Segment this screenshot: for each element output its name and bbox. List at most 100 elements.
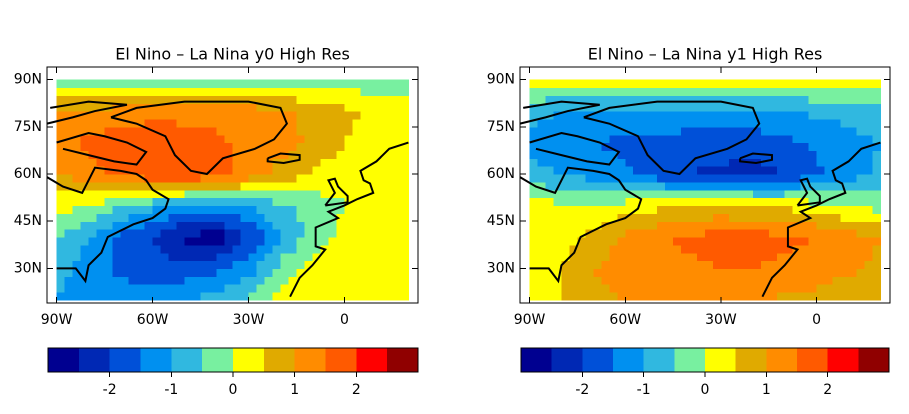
field-cell [120, 252, 130, 262]
field-cell [344, 197, 354, 207]
field-cell [808, 213, 818, 222]
field-cell [176, 284, 186, 293]
field-cell [376, 111, 386, 120]
field-cell [649, 181, 658, 191]
field-cell [120, 284, 130, 293]
field-cell [784, 118, 794, 128]
field-cell [120, 150, 130, 159]
field-cell [529, 134, 539, 144]
field-cell [728, 87, 738, 96]
field-cell [136, 197, 146, 207]
field-cell [56, 118, 66, 128]
field-cell [665, 87, 674, 96]
field-cell [336, 284, 346, 293]
field-cell [320, 197, 330, 207]
field-cell [593, 166, 602, 175]
field-cell [120, 268, 130, 277]
field-cell [128, 197, 138, 207]
field-cell [232, 213, 242, 222]
field-cell [641, 252, 650, 262]
field-cell [784, 268, 794, 277]
field-cell [641, 118, 650, 128]
field-cell [152, 134, 162, 144]
field-cell [128, 189, 138, 199]
field-cell [673, 276, 682, 285]
field-cell [744, 79, 754, 89]
field-cell [352, 260, 362, 269]
field-cell [200, 103, 210, 112]
field-cell [280, 284, 290, 293]
field-cell [144, 103, 154, 112]
field-cell [400, 276, 410, 285]
field-cell [665, 276, 674, 285]
field-cell [144, 260, 154, 269]
field-cell [384, 284, 394, 293]
field-cell [80, 213, 90, 222]
field-cell [208, 103, 218, 112]
field-cell [561, 181, 571, 191]
field-cell [673, 221, 682, 230]
field-cell [112, 291, 122, 301]
field-cell [776, 213, 786, 222]
field-cell [577, 244, 586, 254]
field-cell [728, 166, 738, 175]
field-cell [553, 173, 563, 183]
field-cell [633, 118, 642, 128]
field-cell [296, 118, 306, 128]
field-cell [288, 260, 298, 269]
field-cell [216, 95, 226, 104]
field-cell [96, 284, 106, 293]
field-cell [720, 134, 730, 144]
field-cell [288, 111, 298, 120]
field-cell [657, 268, 666, 277]
field-cell [585, 205, 594, 214]
field-cell [200, 118, 210, 128]
field-cell [208, 126, 218, 136]
field-cell [609, 252, 618, 262]
field-cell [280, 166, 290, 175]
field-cell [160, 103, 170, 112]
field-cell [625, 142, 634, 151]
field-cell [689, 236, 698, 246]
field-cell [272, 291, 282, 301]
field-cell [80, 95, 90, 104]
field-cell [120, 260, 130, 269]
field-cell [545, 142, 555, 151]
field-cell [689, 276, 698, 285]
field-cell [569, 189, 579, 199]
field-cell [344, 291, 354, 301]
field-cell [728, 126, 738, 136]
field-cell [561, 268, 571, 277]
field-cell [529, 142, 539, 151]
field-cell [144, 268, 154, 277]
field-cell [872, 236, 882, 246]
field-cell [808, 276, 818, 285]
field-cell [64, 260, 74, 269]
field-cell [792, 126, 802, 136]
field-cell [800, 236, 810, 246]
field-cell [200, 291, 210, 301]
field-cell [776, 95, 786, 104]
field-cell [144, 221, 154, 230]
field-cell [128, 111, 138, 120]
field-cell [88, 291, 98, 301]
field-cell [617, 158, 626, 167]
field-cell [840, 166, 850, 175]
field-cell [545, 158, 555, 167]
field-cell [280, 276, 290, 285]
field-cell [697, 158, 706, 167]
field-cell [601, 79, 610, 89]
field-cell [840, 276, 850, 285]
field-cell [720, 79, 730, 89]
field-cell [168, 189, 178, 199]
field-cell [736, 118, 746, 128]
field-cell [392, 181, 402, 191]
field-cell [720, 229, 730, 238]
field-cell [184, 284, 194, 293]
field-cell [168, 244, 178, 254]
field-cell [224, 252, 234, 262]
field-cell [585, 79, 594, 89]
field-cell [673, 79, 682, 89]
field-cell [72, 158, 82, 167]
field-cell [128, 95, 138, 104]
